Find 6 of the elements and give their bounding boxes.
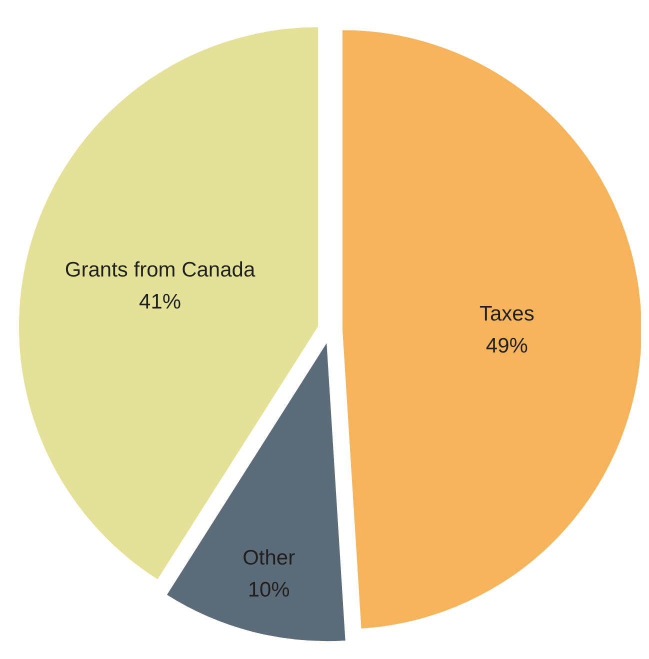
data-label: 49% <box>486 334 528 358</box>
slice-label: Grants from Canada <box>64 258 256 282</box>
slice-label: Taxes <box>479 302 534 326</box>
data-label: 10% <box>248 578 290 602</box>
slice-label: Other <box>242 546 296 570</box>
data-label: 41% <box>139 290 182 314</box>
